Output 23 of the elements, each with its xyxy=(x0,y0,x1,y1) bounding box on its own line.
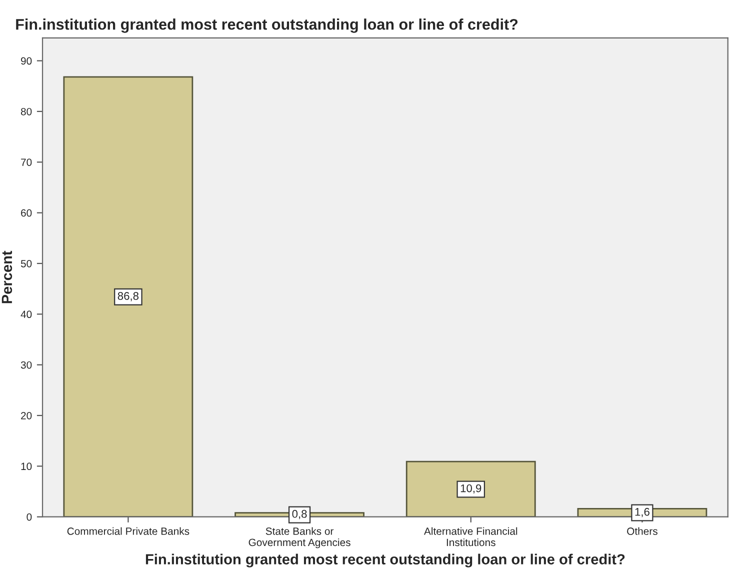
y-tick-label: 40 xyxy=(20,310,32,318)
x-tick-label: Alternative Financial Institutions xyxy=(424,527,518,546)
y-tick-label: 80 xyxy=(20,108,32,116)
y-tick-label: 60 xyxy=(21,209,32,217)
y-tick-label: 50 xyxy=(20,260,32,268)
y-tick-label: 20 xyxy=(21,412,32,420)
chart-title: Fin.institution granted most recent outstanding loan or line of credit? xyxy=(16,18,518,33)
y-tick-label: 30 xyxy=(20,361,32,369)
y-tick-label: 90 xyxy=(21,57,32,65)
data-label: 1,6 xyxy=(635,508,650,518)
bar xyxy=(406,460,536,517)
x-tick-label: Commercial Private Banks xyxy=(67,527,190,535)
bar xyxy=(63,76,194,517)
data-label: 10,9 xyxy=(460,484,482,494)
y-tick-label: 70 xyxy=(21,158,32,166)
y-axis-title: Percent xyxy=(2,250,12,304)
data-label: 0,8 xyxy=(292,510,307,520)
x-tick-label: Others xyxy=(627,527,658,535)
x-tick-label: State Banks or Government Agencies xyxy=(248,527,350,548)
y-tick-label: 10 xyxy=(21,462,32,470)
x-axis-title: Fin.institution granted most recent outstanding loan or line of credit? xyxy=(146,554,625,568)
y-tick-label: 0 xyxy=(26,513,32,521)
data-label: 86,8 xyxy=(118,292,139,302)
